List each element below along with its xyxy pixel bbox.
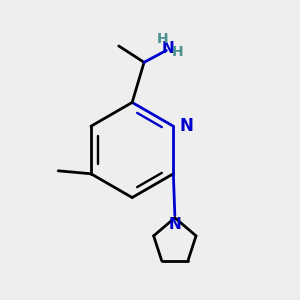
Text: N: N	[180, 117, 194, 135]
Text: N: N	[169, 217, 181, 232]
Text: N: N	[161, 41, 174, 56]
Text: H: H	[172, 45, 184, 59]
Text: H: H	[157, 32, 169, 46]
